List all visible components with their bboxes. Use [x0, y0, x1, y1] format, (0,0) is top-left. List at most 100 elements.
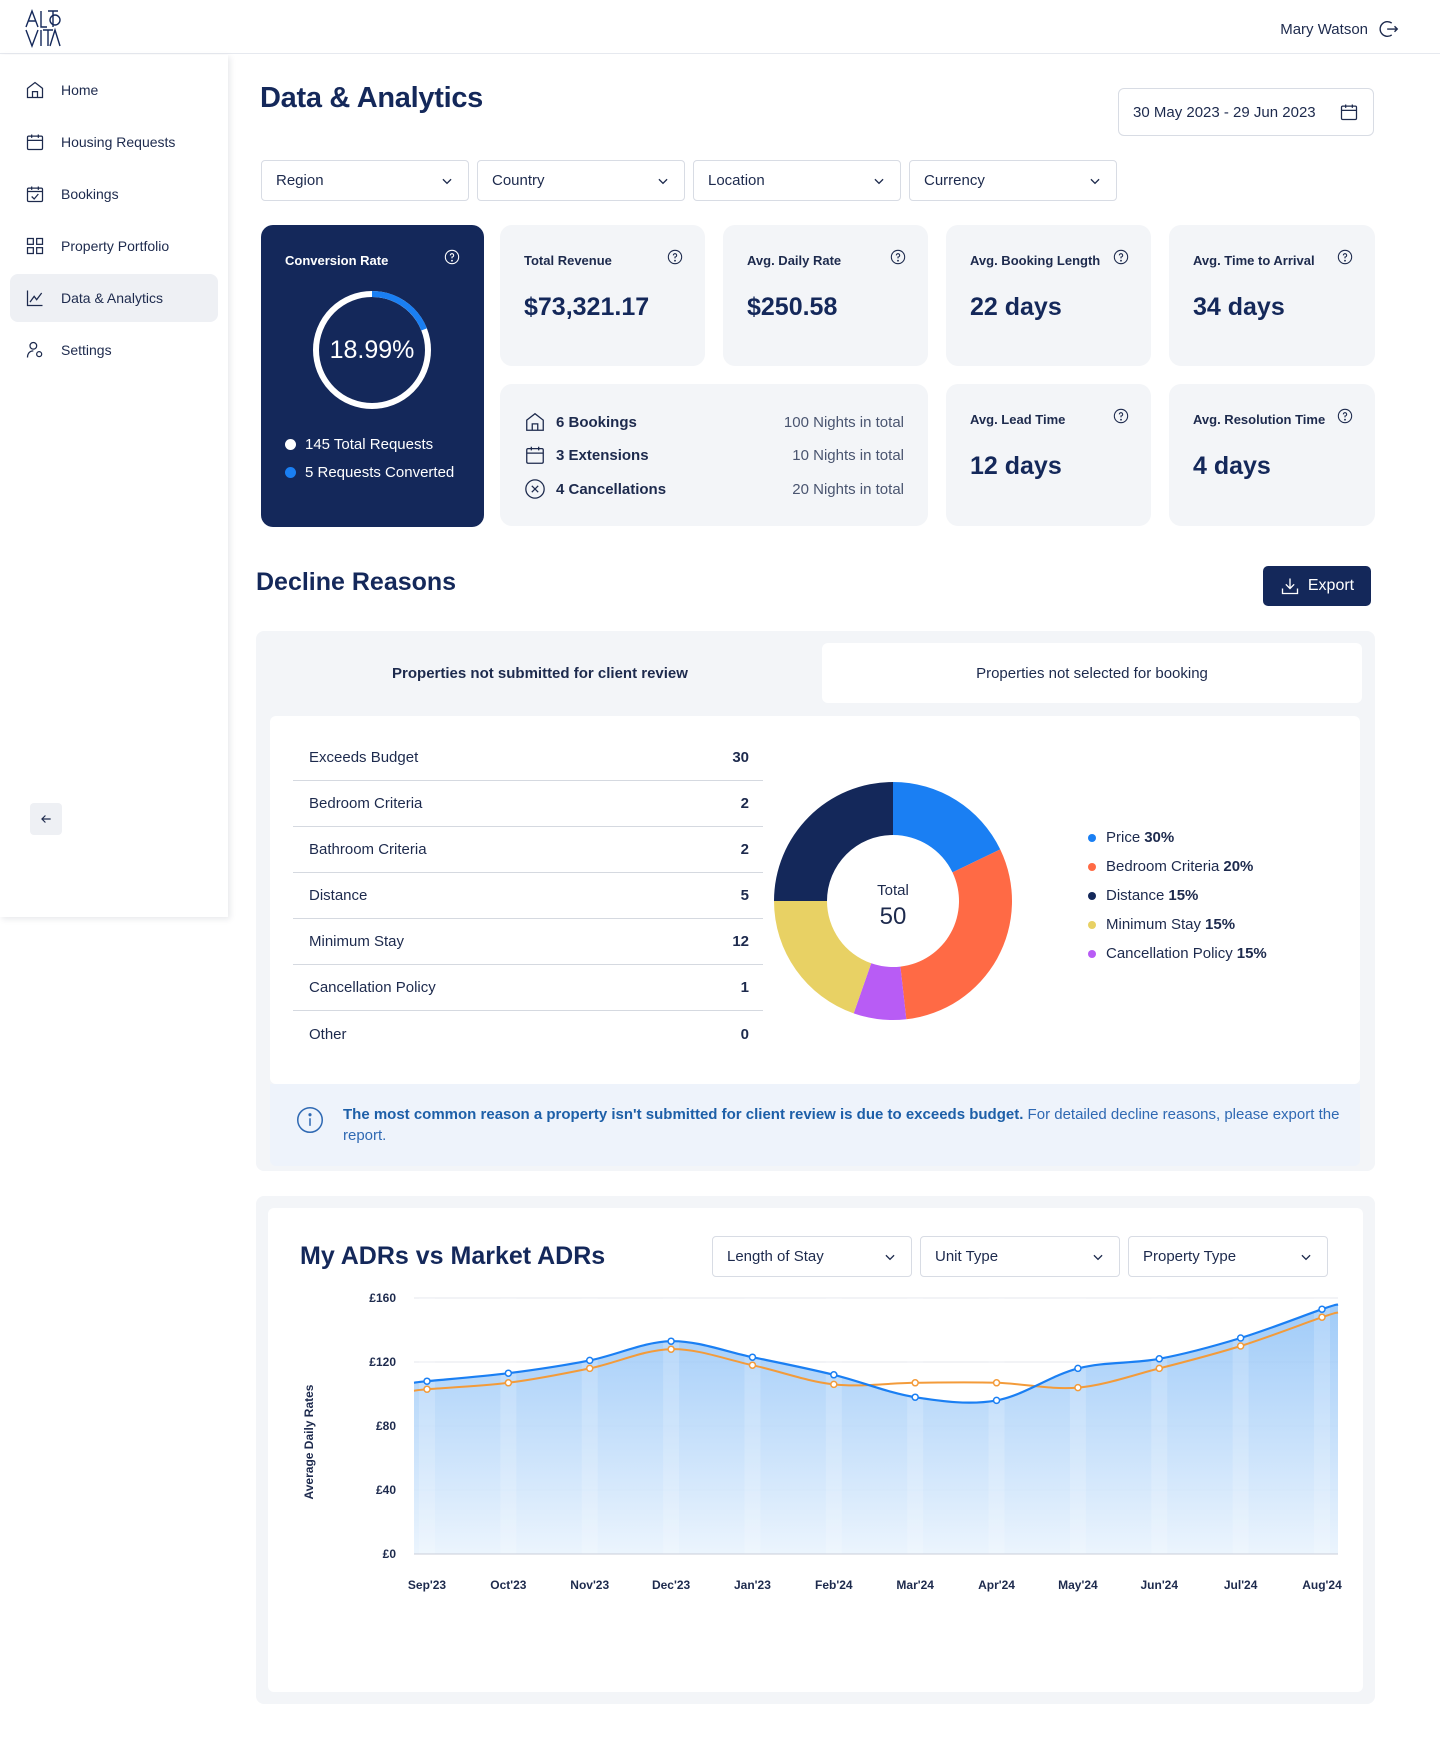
cancellations-label: 4 Cancellations	[556, 480, 667, 498]
region-select[interactable]: Region	[261, 160, 469, 201]
help-icon[interactable]	[890, 249, 906, 265]
my-point	[504, 1369, 513, 1377]
unit-type-label: Unit Type	[935, 1248, 999, 1265]
help-icon[interactable]	[1337, 249, 1353, 265]
chevron-down-icon	[442, 178, 452, 184]
y-axis-label: Average Daily Rates	[302, 1384, 316, 1499]
decline-row-value: 1	[740, 979, 749, 996]
grid-icon	[26, 237, 44, 255]
donut-total-label: Total	[877, 882, 909, 899]
top-bar: Mary Watson	[0, 0, 1440, 54]
sidebar-item-housing-requests[interactable]: Housing Requests	[10, 118, 218, 166]
y-tick-label: £40	[376, 1483, 396, 1497]
extensions-nights: 10 Nights in total	[792, 446, 904, 464]
extensions-label: 3 Extensions	[556, 446, 649, 464]
country-select[interactable]: Country	[477, 160, 685, 201]
x-tick-label: Feb'24	[815, 1578, 853, 1592]
market-point	[1155, 1364, 1164, 1373]
sidebar-item-label: Data & Analytics	[61, 290, 163, 306]
sidebar-item-label: Home	[61, 82, 99, 98]
chevron-down-icon	[874, 178, 884, 184]
my-point	[1074, 1364, 1082, 1373]
chevron-down-icon	[658, 178, 668, 184]
tab-not-selected[interactable]: Properties not selected for booking	[822, 643, 1362, 703]
sidebar-item-home[interactable]: Home	[10, 66, 218, 114]
chevron-down-icon	[1093, 1254, 1103, 1260]
sidebar-item-label: Bookings	[61, 186, 119, 202]
kpi-value: $73,321.17	[524, 293, 650, 321]
conversion-rate-card: Conversion Rate 18.99% 145 Total Request…	[261, 225, 484, 527]
decline-row: Cancellation Policy 1	[293, 965, 763, 1011]
currency-select[interactable]: Currency	[909, 160, 1117, 201]
sidebar-item-property-portfolio[interactable]: Property Portfolio	[10, 222, 218, 270]
sidebar-item-data-analytics[interactable]: Data & Analytics	[10, 274, 218, 322]
y-tick-label: £80	[376, 1419, 396, 1433]
avg-daily-rate-card: Avg. Daily Rate $250.58	[723, 225, 928, 366]
length-of-stay-select[interactable]: Length of Stay	[712, 1236, 912, 1277]
help-icon[interactable]	[444, 249, 460, 265]
x-tick-label: Dec'23	[652, 1578, 691, 1592]
decline-row-label: Bedroom Criteria	[309, 795, 423, 812]
help-icon[interactable]	[1113, 408, 1129, 424]
conversion-rate-label: Conversion Rate	[285, 253, 389, 268]
location-select[interactable]: Location	[693, 160, 901, 201]
sidebar-item-bookings[interactable]: Bookings	[10, 170, 218, 218]
column-band	[1314, 1298, 1330, 1554]
donut-slice	[853, 963, 907, 1020]
column-band	[419, 1298, 435, 1554]
legend-dot	[1088, 833, 1096, 842]
decline-reasons-title: Decline Reasons	[256, 568, 457, 596]
user-menu[interactable]: Mary Watson	[1280, 18, 1400, 40]
kpi-label: Avg. Daily Rate	[747, 253, 842, 268]
logo-icon[interactable]	[22, 8, 62, 48]
user-settings-icon	[26, 341, 43, 358]
bookings-summary-card: 6 Bookings 100 Nights in total 3 Extensi…	[500, 384, 928, 526]
calendar-icon	[1340, 104, 1358, 121]
legend-dot	[1088, 920, 1096, 929]
series-line-my	[413, 1303, 1339, 1404]
decline-row-label: Other	[309, 1025, 347, 1043]
decline-row: Bathroom Criteria 2	[293, 827, 763, 873]
collapse-sidebar-button[interactable]	[30, 803, 62, 835]
property-type-label: Property Type	[1143, 1248, 1237, 1265]
market-point	[667, 1345, 675, 1353]
column-band	[825, 1298, 842, 1554]
sidebar-item-label: Property Portfolio	[61, 238, 170, 254]
decline-content: Exceeds Budget 30 Bedroom Criteria 2 Bathroo…	[270, 716, 1360, 1084]
unit-type-select[interactable]: Unit Type	[920, 1236, 1120, 1277]
adr-panel: My ADRs vs Market ADRs Length of Stay Un…	[256, 1196, 1375, 1704]
info-text-rest: For detailed decline reasons, please exp…	[343, 1106, 1340, 1144]
my-point	[1318, 1305, 1326, 1313]
legend-dot	[1088, 891, 1096, 900]
market-point	[992, 1379, 1001, 1387]
decline-row: Exceeds Budget 30	[293, 735, 763, 781]
x-tick-label: Jul'24	[1224, 1578, 1258, 1592]
adr-title: My ADRs vs Market ADRs	[300, 1242, 606, 1270]
x-tick-label: Oct'23	[490, 1578, 527, 1592]
legend-total-requests: 145 Total Requests	[285, 436, 433, 453]
logout-icon[interactable]	[1378, 18, 1400, 40]
pie-legend-item: Distance 15%	[1088, 887, 1198, 904]
kpi-label: Avg. Lead Time	[970, 412, 1066, 427]
legend-label: 5 Requests Converted	[305, 464, 455, 481]
info-text: The most common reason a property isn't …	[343, 1104, 1343, 1146]
date-range-picker[interactable]: 30 May 2023 - 29 Jun 2023	[1118, 88, 1374, 136]
help-icon[interactable]	[667, 249, 683, 265]
kpi-value: 22 days	[970, 293, 1062, 321]
decline-row-label: Exceeds Budget	[309, 749, 419, 766]
legend-name: Bedroom Criteria	[1106, 858, 1220, 875]
total-revenue-card: Total Revenue $73,321.17	[500, 225, 705, 366]
kpi-label: Avg. Resolution Time	[1193, 412, 1326, 427]
legend-requests-converted: 5 Requests Converted	[285, 464, 454, 481]
help-icon[interactable]	[1113, 249, 1129, 265]
my-point	[830, 1371, 838, 1379]
property-type-select[interactable]: Property Type	[1128, 1236, 1328, 1277]
sidebar-item-settings[interactable]: Settings	[10, 326, 218, 374]
column-band	[744, 1298, 761, 1554]
tab-not-submitted[interactable]: Properties not submitted for client revi…	[392, 664, 688, 682]
help-icon[interactable]	[1337, 408, 1353, 424]
legend-dot	[285, 439, 296, 450]
bookings-row: 6 Bookings 100 Nights in total	[524, 411, 904, 433]
my-point	[585, 1356, 594, 1365]
export-button[interactable]: Export	[1263, 566, 1371, 606]
